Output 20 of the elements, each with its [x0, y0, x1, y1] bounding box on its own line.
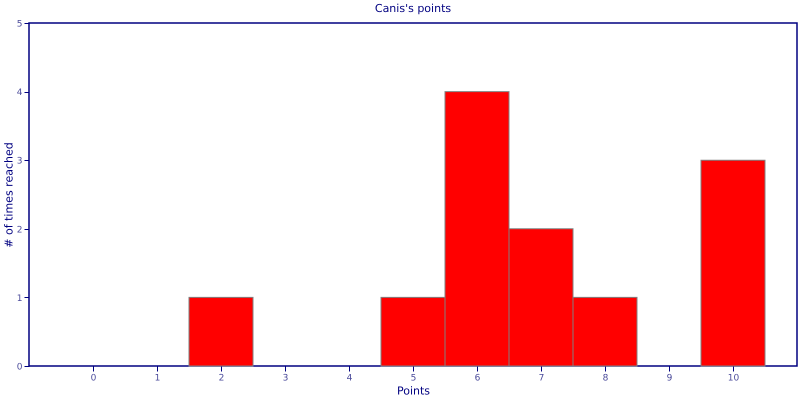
y-tick-label: 5	[16, 20, 22, 30]
x-tick-label: 3	[282, 374, 288, 384]
y-tick-label: 2	[16, 225, 22, 236]
x-tick-label: 1	[154, 374, 160, 384]
y-tick-label: 3	[16, 156, 22, 167]
y-axis-title: # of times reached	[2, 142, 16, 248]
x-tick-label: 6	[474, 374, 481, 384]
y-tick-label: 1	[16, 294, 22, 304]
x-axis-title: Points	[396, 384, 430, 398]
x-tick-label: 2	[218, 374, 224, 384]
x-tick-label: 10	[728, 374, 740, 384]
x-tick-label: 5	[410, 374, 416, 384]
y-tick-label: 0	[16, 362, 23, 372]
y-tick-label: 4	[16, 88, 23, 98]
x-tick-label: 8	[602, 374, 609, 384]
x-tick-label: 9	[666, 374, 673, 384]
x-tick-label: 4	[346, 374, 353, 384]
chart-title: Canis's points	[374, 2, 452, 15]
x-tick-label: 7	[538, 374, 544, 384]
x-tick-label: 0	[90, 374, 97, 384]
